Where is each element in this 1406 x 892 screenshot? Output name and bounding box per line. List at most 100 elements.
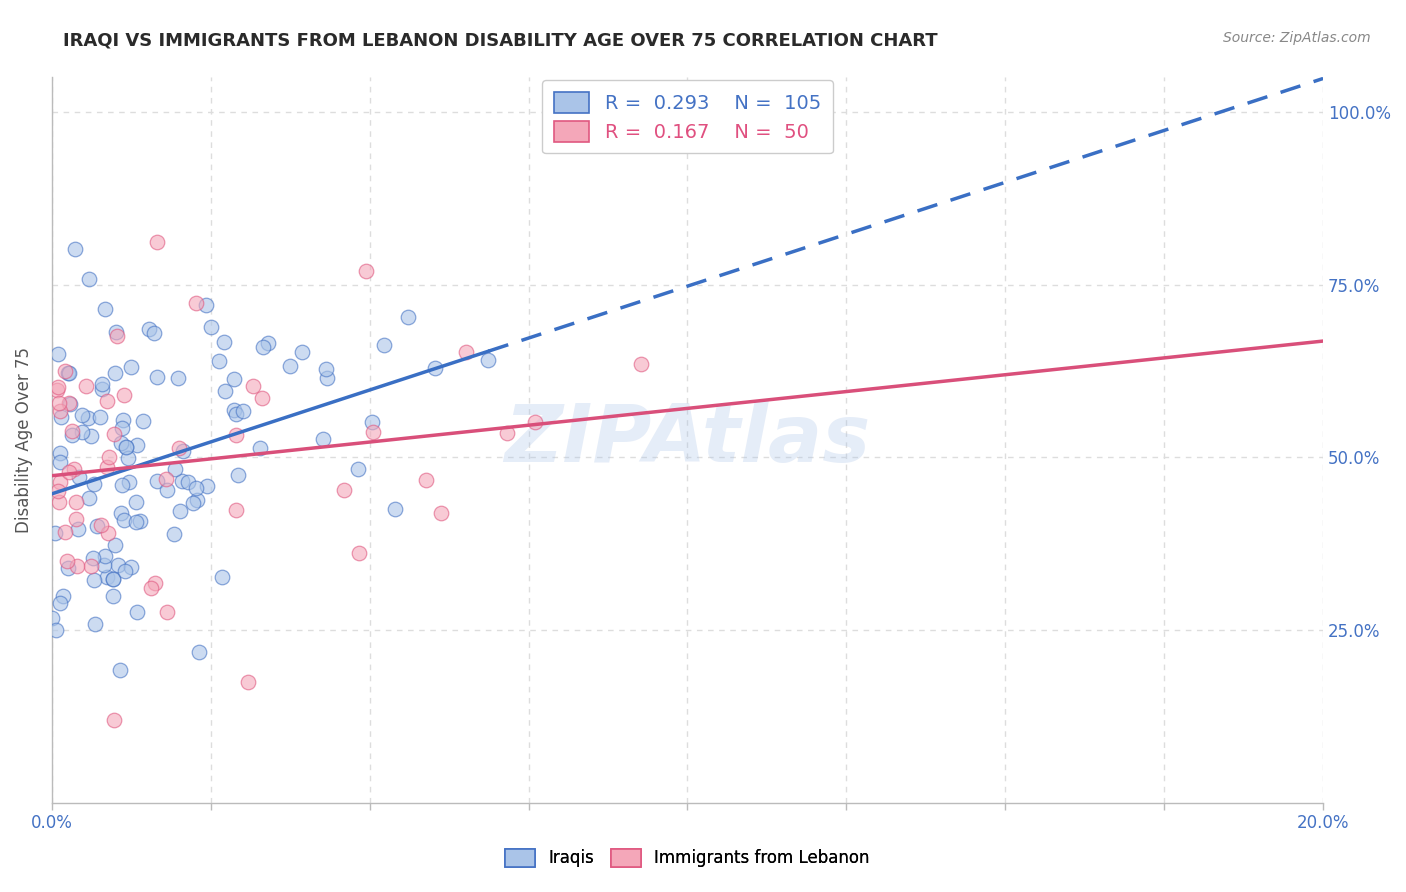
Point bbox=[430, 506, 453, 520]
Point bbox=[110, 436, 132, 450]
Point bbox=[242, 379, 264, 393]
Point bbox=[120, 359, 142, 374]
Point bbox=[145, 474, 167, 488]
Point bbox=[65, 495, 87, 509]
Point bbox=[86, 518, 108, 533]
Point bbox=[79, 429, 101, 443]
Point bbox=[226, 468, 249, 483]
Point bbox=[56, 554, 79, 568]
Point bbox=[105, 328, 128, 343]
Point bbox=[58, 395, 80, 409]
Point bbox=[456, 345, 478, 359]
Point bbox=[143, 326, 166, 340]
Point bbox=[256, 336, 278, 351]
Point bbox=[49, 446, 72, 460]
Point bbox=[76, 411, 98, 425]
Point bbox=[252, 340, 274, 354]
Point bbox=[103, 713, 125, 727]
Point bbox=[361, 425, 384, 439]
Point bbox=[52, 589, 75, 603]
Point bbox=[112, 387, 135, 401]
Point bbox=[156, 605, 179, 619]
Point bbox=[132, 414, 155, 428]
Point bbox=[91, 376, 114, 391]
Point bbox=[145, 575, 167, 590]
Point bbox=[117, 451, 139, 466]
Point bbox=[163, 527, 186, 541]
Point bbox=[250, 391, 273, 405]
Point bbox=[361, 415, 384, 429]
Point bbox=[373, 338, 395, 352]
Point bbox=[347, 461, 370, 475]
Point bbox=[125, 606, 148, 620]
Legend: Iraqis, Immigrants from Lebanon: Iraqis, Immigrants from Lebanon bbox=[499, 842, 876, 874]
Point bbox=[44, 525, 66, 540]
Point bbox=[187, 645, 209, 659]
Point bbox=[65, 512, 87, 526]
Point bbox=[145, 370, 167, 384]
Point bbox=[96, 460, 118, 475]
Point bbox=[211, 570, 233, 584]
Point bbox=[232, 404, 254, 418]
Point bbox=[107, 558, 129, 572]
Point bbox=[181, 495, 204, 509]
Point bbox=[94, 302, 117, 317]
Point bbox=[46, 484, 69, 499]
Point bbox=[114, 564, 136, 578]
Point bbox=[195, 479, 218, 493]
Point bbox=[630, 357, 652, 371]
Point bbox=[63, 461, 86, 475]
Point bbox=[195, 298, 218, 312]
Point bbox=[170, 475, 193, 489]
Point bbox=[67, 470, 90, 484]
Point bbox=[56, 366, 79, 380]
Point bbox=[290, 345, 312, 359]
Point bbox=[315, 362, 337, 376]
Point bbox=[396, 310, 419, 325]
Point bbox=[101, 572, 124, 586]
Point bbox=[354, 264, 377, 278]
Point bbox=[66, 522, 89, 536]
Point bbox=[177, 475, 200, 489]
Point bbox=[186, 296, 208, 310]
Point bbox=[146, 235, 169, 249]
Point bbox=[97, 526, 120, 541]
Point bbox=[108, 663, 131, 677]
Point bbox=[103, 366, 125, 380]
Point bbox=[120, 560, 142, 574]
Point bbox=[75, 379, 97, 393]
Point bbox=[523, 415, 546, 429]
Point bbox=[58, 465, 80, 479]
Point bbox=[49, 403, 72, 417]
Point bbox=[225, 503, 247, 517]
Point bbox=[111, 478, 134, 492]
Point bbox=[169, 504, 191, 518]
Point bbox=[208, 354, 231, 368]
Text: Source: ZipAtlas.com: Source: ZipAtlas.com bbox=[1223, 31, 1371, 45]
Point bbox=[93, 549, 115, 563]
Point bbox=[83, 573, 105, 587]
Point bbox=[49, 410, 72, 425]
Point bbox=[425, 361, 447, 376]
Point bbox=[45, 383, 67, 397]
Point bbox=[110, 506, 132, 520]
Point bbox=[77, 491, 100, 505]
Point bbox=[214, 384, 236, 398]
Point bbox=[66, 559, 89, 574]
Point bbox=[115, 440, 138, 454]
Point bbox=[225, 427, 247, 442]
Point bbox=[77, 272, 100, 286]
Point bbox=[70, 408, 93, 422]
Point bbox=[41, 610, 63, 624]
Point bbox=[96, 570, 118, 584]
Point bbox=[222, 403, 245, 417]
Point bbox=[278, 359, 301, 373]
Point bbox=[222, 372, 245, 386]
Point bbox=[101, 590, 124, 604]
Point bbox=[112, 513, 135, 527]
Point bbox=[90, 382, 112, 396]
Point bbox=[125, 515, 148, 529]
Point bbox=[103, 426, 125, 441]
Point bbox=[114, 440, 136, 454]
Point bbox=[111, 413, 134, 427]
